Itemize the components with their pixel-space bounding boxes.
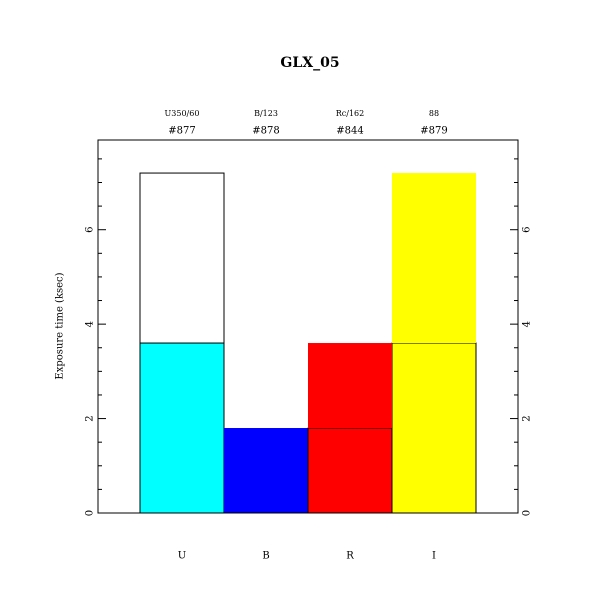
filter-name: B/123 [254, 109, 278, 118]
y-tick-label: 4 [85, 321, 96, 327]
bar-segment [307, 427, 393, 514]
x-tick-label: B [262, 551, 269, 562]
y-tick-label-right: 2 [522, 415, 533, 421]
bar-segment [139, 172, 225, 344]
x-tick-label: R [346, 551, 354, 562]
bar-segment [308, 343, 392, 429]
filter-id: #879 [420, 126, 447, 137]
bar-segment [392, 173, 476, 344]
y-tick-label-right: 4 [522, 321, 533, 327]
filter-id: #878 [252, 126, 279, 137]
y-tick-label: 0 [85, 510, 96, 516]
y-tick-label: 6 [85, 227, 96, 233]
bar-segment [139, 342, 225, 514]
y-axis-label: Exposure time (ksec) [55, 272, 66, 379]
y-tick-label-right: 0 [522, 510, 533, 516]
filter-id: #877 [168, 126, 195, 137]
filter-name: Rc/162 [336, 109, 364, 118]
x-tick-label: U [178, 551, 186, 562]
chart-title: GLX_05 [280, 55, 339, 71]
y-tick-label: 2 [85, 415, 96, 421]
filter-name: 88 [429, 109, 439, 118]
x-tick-label: I [432, 551, 436, 562]
filter-id: #844 [336, 126, 363, 137]
filter-name: U350/60 [165, 109, 200, 118]
bar-segment [391, 342, 477, 514]
y-tick-label-right: 6 [522, 227, 533, 233]
plot-frame [97, 139, 519, 514]
bar-segment [224, 428, 308, 513]
